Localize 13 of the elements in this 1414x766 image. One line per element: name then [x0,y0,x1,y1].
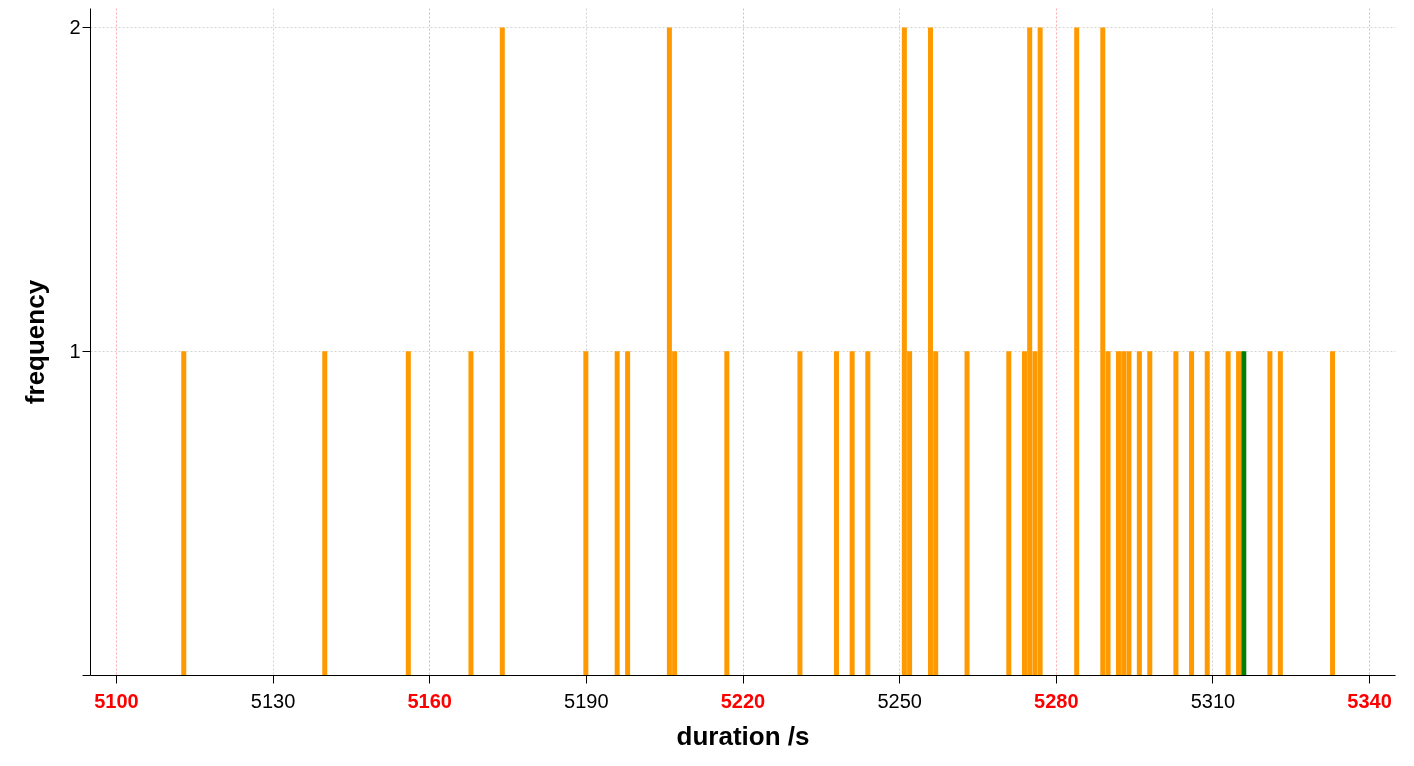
x-tick-label: 5280 [1034,689,1079,712]
y-tick-label: 1 [69,339,81,362]
x-axis-title: duration /s [676,720,810,751]
x-tick-label: 5190 [564,689,609,712]
x-tick-label: 5220 [720,689,766,712]
x-tick-label: 5130 [250,689,296,712]
x-tick-label: 5310 [1190,689,1236,712]
x-tick-label: 5340 [1347,689,1392,712]
y-axis-title: frequency [20,279,51,405]
x-tick-label: 5100 [94,689,139,712]
x-tick-label: 5160 [407,689,452,712]
x-tick-label: 5250 [877,689,922,712]
y-tick-label: 2 [69,15,81,38]
